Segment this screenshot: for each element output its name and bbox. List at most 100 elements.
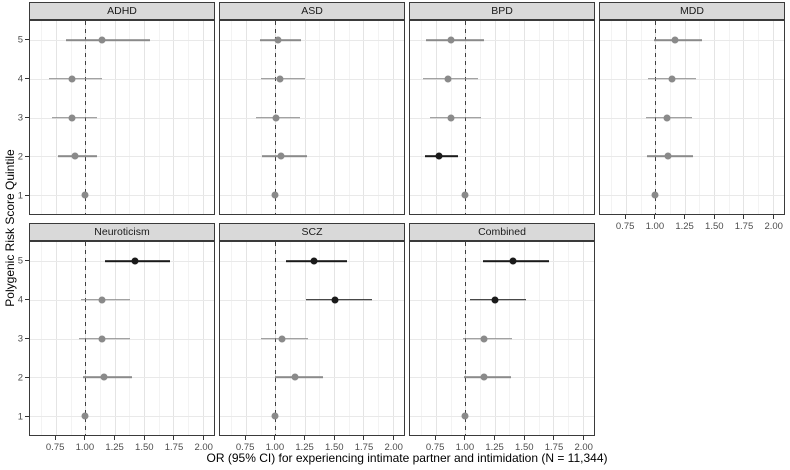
- or-point-q4: [98, 296, 106, 304]
- x-tick-mark: [464, 436, 466, 440]
- y-tick-mark: [25, 78, 29, 79]
- x-tick-label: 1.25: [675, 221, 694, 232]
- x-tick-mark: [743, 215, 745, 219]
- x-tick-label: 1.50: [325, 442, 344, 453]
- x-tick-label: 0.75: [235, 442, 255, 453]
- row-gridline: [220, 194, 404, 196]
- x-tick-mark: [684, 215, 686, 219]
- row-gridline: [410, 78, 594, 80]
- x-tick-mark: [333, 436, 335, 440]
- or-point-q5: [274, 36, 282, 44]
- facet-strip-mdd: MDD: [599, 2, 785, 20]
- x-tick-mark: [654, 215, 656, 219]
- ci-line-q5: [426, 39, 485, 42]
- x-tick-label: 0.75: [45, 442, 65, 453]
- x-tick-mark: [434, 436, 436, 440]
- ci-line-q2: [275, 376, 324, 378]
- ci-line-q3: [429, 116, 481, 119]
- x-tick-mark: [114, 436, 116, 440]
- row-gridline: [410, 40, 594, 42]
- x-tick-label: 2.00: [764, 221, 783, 232]
- ci-line-q3: [462, 337, 513, 340]
- or-point-q3: [98, 335, 106, 342]
- x-tick-label: 2.00: [384, 442, 403, 453]
- facet-panel-mdd: [599, 20, 785, 215]
- y-tick-mark: [25, 299, 29, 300]
- x-tick-label: 1.75: [164, 442, 184, 453]
- y-tick-mark: [25, 156, 29, 157]
- or-point-q2: [277, 152, 285, 160]
- y-tick-label: 5: [17, 34, 23, 45]
- x-axis-title: OR (95% CI) for experiencing intimate pa…: [206, 451, 608, 465]
- y-tick-label: 2: [17, 151, 23, 162]
- x-tick-label: 1.50: [135, 442, 154, 453]
- x-tick-mark: [494, 436, 496, 440]
- or-point-q4: [68, 75, 76, 83]
- facet-panel-asd: [219, 20, 405, 215]
- ci-line-q5: [66, 39, 150, 42]
- x-tick-mark: [173, 436, 175, 440]
- y-tick-label: 4: [17, 294, 23, 305]
- x-tick-mark: [553, 436, 555, 440]
- x-tick-label: 1.75: [544, 442, 564, 453]
- facet-panel-combined: [409, 241, 595, 436]
- row-gridline: [220, 117, 404, 119]
- row-gridline: [30, 156, 214, 158]
- or-point-q2: [435, 152, 443, 160]
- x-tick-label: 0.75: [425, 442, 445, 453]
- or-point-q4: [444, 75, 452, 83]
- or-point-q2: [71, 152, 79, 160]
- x-tick-mark: [304, 436, 306, 440]
- x-tick-mark: [54, 436, 56, 440]
- facet-label-asd: ASD: [301, 5, 323, 17]
- x-tick-label: 0.75: [615, 221, 635, 232]
- row-gridline: [410, 194, 594, 196]
- y-tick-label: 1: [17, 411, 23, 422]
- y-tick-label: 1: [17, 190, 23, 201]
- x-tick-label: 1.75: [354, 442, 374, 453]
- or-point-q2: [100, 373, 108, 381]
- x-tick-mark: [363, 436, 365, 440]
- y-tick-label: 3: [17, 112, 23, 123]
- y-tick-mark: [25, 416, 29, 417]
- x-tick-mark: [84, 436, 86, 440]
- x-tick-label: 1.25: [295, 442, 314, 453]
- facet-label-mdd: MDD: [680, 5, 704, 17]
- facet-label-bpd: BPD: [491, 5, 513, 17]
- facet-strip-neuroticism: Neuroticism: [29, 223, 215, 241]
- or-point-q5: [509, 257, 517, 265]
- row-gridline: [30, 117, 214, 119]
- row-gridline: [220, 78, 404, 80]
- x-tick-label: 1.75: [734, 221, 754, 232]
- or-point-q3: [663, 114, 671, 121]
- row-gridline: [220, 40, 404, 42]
- x-tick-label: 1.00: [75, 442, 95, 453]
- facet-label-scz: SCZ: [301, 226, 323, 238]
- ci-line-q2: [82, 376, 133, 378]
- y-tick-mark: [25, 39, 29, 40]
- or-point-q4: [331, 296, 339, 304]
- facet-label-adhd: ADHD: [107, 5, 137, 17]
- x-tick-label: 1.00: [265, 442, 285, 453]
- x-tick-mark: [583, 436, 585, 440]
- or-point-q4: [668, 75, 676, 83]
- x-tick-label: 1.00: [455, 442, 475, 453]
- row-gridline: [600, 117, 784, 119]
- or-point-q3: [278, 335, 286, 342]
- row-gridline: [600, 194, 784, 196]
- row-gridline: [30, 194, 214, 196]
- facet-panel-adhd: [29, 20, 215, 215]
- x-tick-mark: [624, 215, 626, 219]
- or-point-q1: [651, 191, 659, 199]
- or-point-q3: [447, 114, 455, 121]
- facet-strip-bpd: BPD: [409, 2, 595, 20]
- or-point-q1: [81, 412, 89, 420]
- or-point-q1: [461, 412, 469, 420]
- y-tick-mark: [25, 377, 29, 378]
- facet-strip-combined: Combined: [409, 223, 595, 241]
- or-point-q3: [68, 114, 76, 121]
- or-point-q2: [480, 373, 488, 381]
- row-gridline: [30, 415, 214, 417]
- ci-line-q4: [80, 299, 130, 301]
